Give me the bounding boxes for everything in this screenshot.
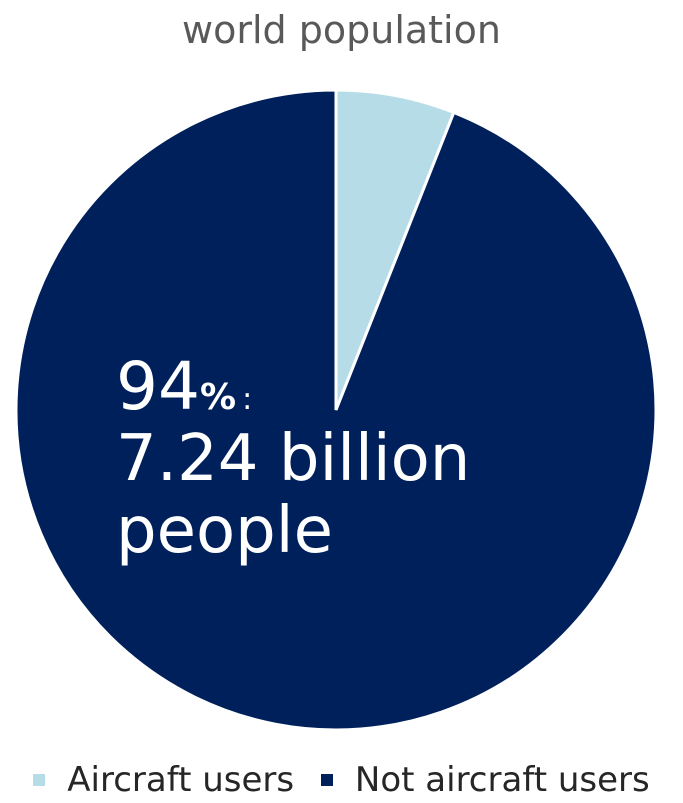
legend-label-aircraft-users: Aircraft users bbox=[67, 760, 295, 800]
annotation-percent-symbol: % bbox=[199, 377, 237, 418]
legend-swatch-not-aircraft-users bbox=[320, 774, 333, 786]
legend-item-aircraft-users: Aircraft users bbox=[33, 760, 294, 800]
annotation-line-2: 7.24 billion bbox=[116, 421, 471, 496]
legend: Aircraft users Not aircraft users bbox=[0, 755, 683, 800]
annotation-separator: : bbox=[242, 382, 253, 417]
chart-title: world population bbox=[182, 8, 501, 52]
pie-slice-aircraft-users bbox=[334, 88, 456, 411]
pie-slice-not-aircraft-users bbox=[14, 88, 658, 732]
legend-label-not-aircraft-users: Not aircraft users bbox=[354, 760, 650, 800]
legend-swatch-aircraft-users bbox=[33, 774, 46, 786]
annotation-line-3: people bbox=[116, 493, 333, 568]
slice-annotation: 94%: 7.24 billion people bbox=[116, 350, 470, 567]
annotation-percent-value: 94 bbox=[116, 348, 200, 425]
legend-item-not-aircraft-users: Not aircraft users bbox=[320, 760, 650, 800]
